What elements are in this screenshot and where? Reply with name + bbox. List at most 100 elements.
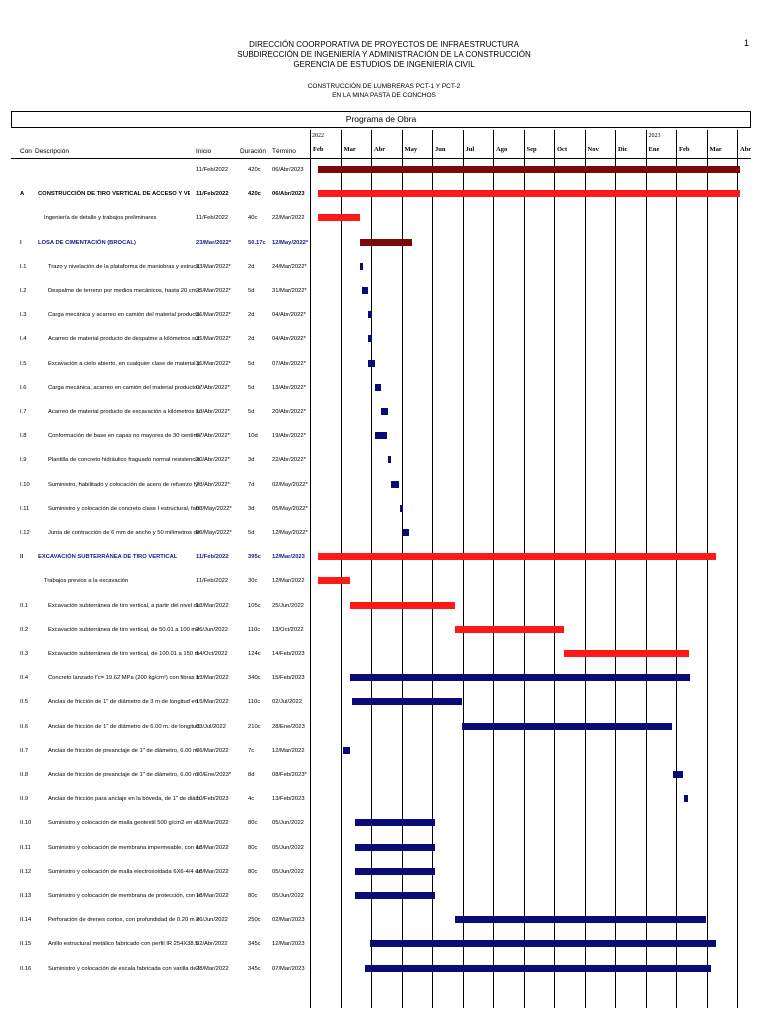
- task-start: 31/Mar/2022*: [196, 312, 231, 319]
- month-gridline: [554, 130, 555, 1008]
- task-description: Concreto lanzado f'c= 19.62 MPa (200 kg/…: [48, 675, 200, 682]
- task-id: I.3: [20, 312, 27, 319]
- gantt-bar: [355, 892, 435, 899]
- gantt-bar: [400, 504, 404, 512]
- task-start: 13/Mar/2022: [196, 675, 229, 682]
- gantt-bar: [318, 166, 741, 173]
- task-duration: 8d: [248, 772, 255, 778]
- task-end: 04/Abr/2022*: [272, 336, 306, 343]
- task-duration: 5d: [248, 288, 255, 294]
- month-gridline: [523, 130, 525, 1008]
- month-label: Ene: [648, 146, 660, 153]
- month-label: Jul: [465, 146, 475, 153]
- task-duration: 110c: [248, 626, 261, 633]
- task-id: II.15: [20, 941, 32, 948]
- task-start: 18/Mar/2022: [196, 893, 229, 899]
- task-end: 12/May/2022*: [272, 530, 308, 536]
- task-start: 20/Abr/2022*: [196, 457, 230, 464]
- task-duration: 2d: [248, 336, 255, 343]
- gantt-bar: [365, 964, 712, 972]
- gantt-bar: [343, 746, 350, 754]
- task-id: II.14: [20, 917, 32, 924]
- task-description: Excavación subterránea de tiro vertical,…: [48, 626, 200, 633]
- gantt-bar: [368, 311, 372, 319]
- task-duration: 210c: [248, 723, 261, 730]
- task-end: 02/Mar/2023: [272, 917, 305, 924]
- month-gridline: [401, 130, 403, 1008]
- task-id: II.7: [20, 747, 29, 754]
- task-id: I: [20, 239, 22, 246]
- task-end: 28/Ene/2023: [272, 723, 305, 730]
- month-label: Mar: [709, 146, 722, 153]
- gantt-bar: [360, 238, 412, 246]
- task-start: 11/Feb/2022: [196, 167, 229, 173]
- task-duration: 110c: [248, 699, 261, 706]
- task-duration: 420c: [248, 167, 261, 173]
- column-description-header: Descripción: [35, 148, 69, 155]
- column-duration-header: Duración: [240, 148, 267, 155]
- task-duration: 2d: [248, 312, 255, 319]
- month-label: Abr: [740, 146, 752, 153]
- task-start: 30/Ene/2023*: [196, 772, 232, 778]
- task-end: 05/Jun/2022: [272, 820, 304, 827]
- task-end: 02/May/2022*: [272, 481, 308, 488]
- month-label: Nov: [587, 146, 599, 153]
- task-end: 07/Abr/2022*: [272, 360, 306, 367]
- task-duration: 250c: [248, 917, 261, 924]
- header-rule-bottom: [11, 158, 751, 159]
- month-gridline: [584, 130, 586, 1008]
- task-id: I.1: [20, 263, 27, 270]
- task-end: 14/Feb/2023: [272, 651, 305, 657]
- gantt-bar: [684, 795, 688, 803]
- gantt-bar: [350, 674, 691, 682]
- year-label: 2023: [648, 133, 661, 139]
- task-id: I.10: [20, 481, 30, 488]
- task-start: 13/Mar/2022: [196, 602, 229, 609]
- task-description: EXCAVACIÓN SUBTERRÁNEA DE TIRO VERTICAL: [38, 554, 178, 561]
- task-duration: 5d: [248, 530, 255, 536]
- month-label: Sep: [526, 146, 537, 153]
- task-start: 23/Abr/2022*: [196, 481, 230, 488]
- task-id: I.6: [20, 384, 27, 391]
- task-id: I.8: [20, 433, 27, 440]
- task-start: 10/Feb/2023: [196, 796, 229, 803]
- gantt-bar: [380, 408, 388, 415]
- task-duration: 105c: [248, 602, 261, 609]
- task-description: Trabajos previos a la excavación: [44, 578, 129, 585]
- task-start: 06/Mar/2022: [196, 747, 229, 754]
- gantt-bar: [318, 214, 361, 222]
- header-line-4: CONSTRUCCIÓN DE LUMBRERAS PCT-1 Y PCT-2: [307, 83, 461, 90]
- header-rule-top: [11, 127, 751, 128]
- task-duration: 2d: [248, 263, 255, 270]
- task-description: Suministro y colocación de membrana impe…: [48, 844, 200, 851]
- month-gridline: [462, 130, 464, 1008]
- month-gridline: [310, 130, 311, 1008]
- task-id: II: [20, 554, 24, 561]
- task-id: II.6: [20, 723, 29, 730]
- task-start: 02/Abr/2022: [196, 941, 228, 948]
- task-start: 25/Mar/2022*: [196, 288, 231, 294]
- gantt-bar: [374, 383, 381, 391]
- task-start: 26/Jun/2022: [196, 917, 228, 924]
- column-end-header: Término: [272, 148, 296, 155]
- task-description: Excavación subterránea de tiro vertical,…: [48, 602, 200, 609]
- gantt-bar: [360, 262, 364, 270]
- task-description: Anclas de fricción de preanclaje de 1" d…: [48, 772, 200, 778]
- task-start: 11/Feb/2022: [196, 554, 229, 561]
- task-end: 06/Abr/2023: [272, 191, 305, 198]
- header-line-1: DIRECCIÓN COORPORATIVA DE PROYECTOS DE I…: [249, 40, 519, 49]
- task-start: 03/May/2022*: [196, 505, 232, 512]
- task-id: II.4: [20, 675, 29, 682]
- task-description: Junta de contracción de 6 mm de ancho y …: [48, 530, 200, 536]
- task-start: 07/Abr/2022*: [196, 433, 230, 440]
- month-label: Oct: [557, 146, 568, 153]
- task-description: Suministro y colocación de malla electro…: [48, 868, 200, 875]
- task-id: II.12: [20, 868, 32, 875]
- month-gridline: [706, 130, 708, 1008]
- task-description: Excavación a cielo abierto, en cualquier…: [48, 360, 200, 367]
- task-duration: 80c: [248, 844, 258, 851]
- month-gridline: [371, 130, 372, 1008]
- task-start: 15/Mar/2022: [196, 699, 229, 706]
- task-description: Anclas de fricción de 1" de diámetro de …: [48, 699, 200, 706]
- header-line-3: GERENCIA DE ESTUDIOS DE INGENIERÍA CIVIL: [293, 60, 475, 69]
